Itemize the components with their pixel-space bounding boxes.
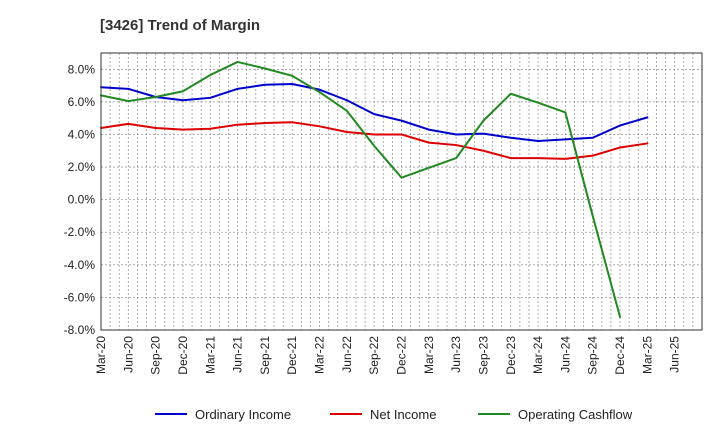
x-tick-label: Dec-24 — [613, 336, 627, 375]
x-tick-label: Jun-21 — [231, 336, 245, 373]
legend-label-operating-cashflow: Operating Cashflow — [518, 407, 633, 422]
y-tick-label: 4.0% — [68, 127, 96, 141]
y-tick-label: 0.0% — [68, 193, 96, 207]
x-tick-label: Mar-21 — [203, 336, 217, 374]
series-layer — [100, 60, 649, 318]
plot-area-frame — [100, 52, 703, 331]
x-tick-label: Mar-24 — [531, 336, 545, 374]
x-tick-label: Sep-21 — [258, 336, 272, 375]
x-tick-label: Mar-20 — [94, 336, 108, 374]
x-tick-label: Jun-25 — [668, 336, 682, 373]
x-tick-label: Jun-20 — [121, 336, 135, 373]
x-tick-label: Mar-22 — [313, 336, 327, 374]
y-tick-label: -2.0% — [64, 225, 96, 239]
x-tick-label: Jun-22 — [340, 336, 354, 373]
series-line-operating-cashflow — [100, 60, 622, 318]
x-tick-label: Dec-23 — [504, 336, 518, 375]
y-tick-label: -6.0% — [64, 290, 96, 304]
x-tick-label: Mar-23 — [422, 336, 436, 374]
legend-label-ordinary-income: Ordinary Income — [195, 407, 291, 422]
x-tick-label: Sep-23 — [476, 336, 490, 375]
y-tick-label: -4.0% — [64, 258, 96, 272]
y-tick-label: 6.0% — [68, 95, 96, 109]
chart-title: [3426] Trend of Margin — [100, 17, 260, 34]
x-tick-label: Dec-20 — [176, 336, 190, 375]
y-tick-label: 8.0% — [68, 62, 96, 76]
x-tick-label: Jun-24 — [558, 336, 572, 373]
legend: Ordinary Income Net Income Operating Cashf… — [155, 407, 633, 422]
x-tick-label: Dec-22 — [395, 336, 409, 375]
legend-label-net-income: Net Income — [370, 407, 436, 422]
y-axis-ticks: 8.0% 6.0% 4.0% 2.0% 0.0% -2.0% -4.0% -6.0% -8.0% — [64, 62, 96, 337]
x-tick-label: Dec-21 — [285, 336, 299, 375]
x-tick-label: Sep-22 — [367, 336, 381, 375]
x-tick-label: Sep-20 — [149, 336, 163, 375]
x-axis-ticks: Mar-20 Jun-20 Sep-20 Dec-20 Mar-21 Jun-21 Sep-… — [94, 336, 682, 375]
x-tick-label: Jun-23 — [449, 336, 463, 373]
series-line-net-income — [100, 121, 649, 160]
x-tick-label: Mar-25 — [640, 336, 654, 374]
y-tick-label: 2.0% — [68, 160, 96, 174]
series-line-ordinary-income — [100, 82, 649, 142]
x-tick-label: Sep-24 — [586, 336, 600, 375]
y-tick-label: -8.0% — [64, 323, 96, 337]
